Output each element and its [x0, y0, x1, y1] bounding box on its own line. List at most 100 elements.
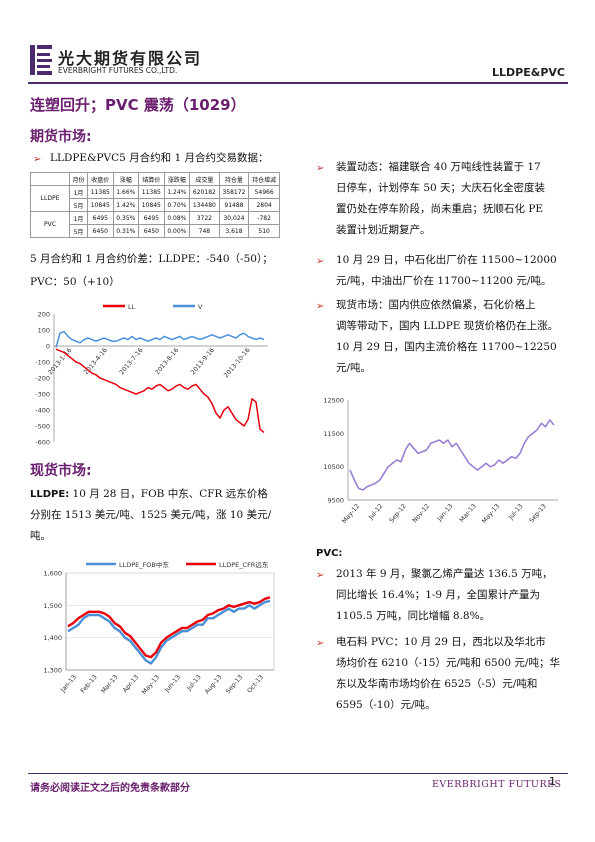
spot-heading: 现货市场: [30, 463, 92, 479]
spot-market-line: 调等带动下，国内 LLDPE 现货价格仍在上涨。 [336, 320, 559, 332]
table-cell: 10845 [138, 198, 165, 212]
table-cell: 1.66% [112, 185, 140, 199]
series-line [55, 348, 265, 433]
table-cell: 620182 [189, 185, 220, 199]
pvc-price-line: 东以及华南市场均价在 6525（-5）元/吨和 [336, 678, 538, 690]
x-tick-label: Apr-13 [122, 674, 141, 694]
table-header: 月份 [68, 172, 89, 186]
product-cell: LLDPE [30, 185, 70, 212]
x-tick-label: May-13 [481, 503, 501, 525]
table-cell: 1月 [68, 185, 89, 199]
table-row: PVC 1月 6495 0.35% 6495 0.08% 3722 30,024… [30, 211, 280, 238]
table-cell: 6450 [138, 224, 165, 238]
bullet-icon: ➢ [316, 301, 325, 312]
y-tick-label: -600 [35, 439, 50, 447]
pvc-output-line: 同比增长 16.4%；1-9 月，全国累计产量为 [336, 589, 540, 601]
table-header: 涨幅 [112, 172, 140, 186]
table-cell: 5月 [68, 198, 89, 212]
spot-market-line: 现货市场：国内供应依然偏紧，石化价格上 [336, 299, 536, 311]
x-tick-label: Aug-13 [204, 674, 224, 696]
table-cell: 30,024 [218, 211, 250, 225]
ex-factory-line: 10 月 29 日，中石化出厂价在 11500~12000 [336, 254, 557, 266]
x-tick-label: Mar-13 [100, 674, 119, 695]
legend-label: LL [128, 303, 136, 311]
x-tick-label: Jul-13 [507, 503, 525, 522]
y-tick-label: 200 [38, 311, 50, 319]
table-cell: 6495 [138, 211, 165, 225]
y-tick-label: 12500 [323, 397, 344, 405]
y-tick-label: -400 [35, 407, 50, 415]
company-name-cn: 光大期货有限公司 [58, 49, 203, 68]
table-cell: 0.00% [163, 224, 191, 238]
table-header: 涨跌幅 [163, 172, 191, 186]
x-tick-label: 2013-7-16 [118, 347, 144, 376]
x-tick-label: Jul-13 [185, 674, 203, 693]
table-cell: 2804 [248, 198, 280, 212]
spot-market-line: 10 月 29 日，国内主流价格在 11700~12250 [336, 341, 557, 353]
spread-line-2: PVC：50（+10） [30, 276, 120, 288]
x-tick-label: Mar-13 [459, 503, 478, 524]
footer-brand: EVERBRIGHT FUTURES [432, 779, 562, 790]
series-line [349, 419, 555, 491]
pvc-price-line: 电石料 PVC：10 月 29 日，西北以及华北市 [336, 636, 546, 648]
table-cell: 0.08% [163, 211, 191, 225]
table-header: 成交量 [189, 172, 220, 186]
spread-chart: 2001000-100-200-300-400-500-6002013-1-16… [35, 303, 268, 447]
bullet-icon: ➢ [33, 154, 42, 165]
y-tick-label: 1,600 [43, 570, 62, 578]
futures-intro: LLDPE&PVC5 月合约和 1 月合约交易数据： [50, 152, 269, 164]
product-label: LLDPE&PVC [492, 66, 565, 79]
pvc-price-line: 场均价在 6210（-15）元/吨和 6500 元/吨；华 [336, 657, 560, 669]
y-tick-label: 100 [38, 327, 50, 335]
ex-factory-line: 元/吨，中油出厂价在 11700~11200 元/吨。 [336, 275, 552, 287]
plant-status-paragraph: 装置动态：福建联合 40 万吨线性装置于 17 日停车，计划停车 50 天；大庆… [336, 157, 576, 241]
x-tick-label: Oct-13 [246, 674, 265, 695]
table-row: LLDPE 1月 11385 1.66% 11385 1.24% 620182 … [30, 185, 280, 212]
table-cell: 0.35% [112, 211, 140, 225]
pvc-price-line: 6595（-10）元/吨。 [336, 699, 436, 711]
header-divider [28, 82, 568, 84]
table-header: 结算价 [138, 172, 165, 186]
x-tick-label: Feb-13 [80, 674, 99, 695]
table-cell: 134480 [189, 198, 220, 212]
y-tick-label: -100 [35, 359, 50, 367]
x-tick-label: 2013-4-16 [83, 347, 109, 376]
plot-frame [65, 572, 275, 671]
company-logo [30, 45, 52, 75]
x-tick-label: 2013-10-16 [223, 347, 252, 380]
spot-paragraph: LLDPE: 10 月 28 日，FOB 中东、CFR 远东价格 分别在 151… [30, 484, 290, 547]
y-tick-label: 0 [46, 343, 50, 351]
table-cell: 91488 [218, 198, 250, 212]
plant-status-line: 装置计划近期复产。 [336, 224, 431, 236]
y-tick-label: -300 [35, 391, 50, 399]
table-header: 收盘价 [87, 172, 114, 186]
y-tick-label: -200 [35, 375, 50, 383]
spot-market-line: 元/吨。 [336, 362, 372, 374]
y-tick-label: 11500 [323, 430, 344, 438]
plant-status-line: 日停车，计划停车 50 天；大庆石化全密度装 [336, 182, 546, 194]
x-tick-label: Sep-13 [528, 503, 548, 524]
y-tick-label: 9500 [327, 497, 344, 505]
y-tick-label: 1,500 [43, 602, 62, 610]
plant-status-line: 置仍处在停车阶段，尚未重启；抚顺石化 PE [336, 203, 544, 215]
x-tick-label: Jan-13 [59, 674, 78, 695]
x-tick-label: Jan-13 [436, 503, 455, 524]
x-tick-label: Nov-12 [411, 503, 431, 525]
table-cell: -782 [248, 211, 280, 225]
trading-table: 月份 收盘价 涨幅 结算价 涨跌幅 成交量 持仓量 持仓增减 LLDPE 1月 … [30, 172, 280, 238]
plant-status-line: 装置动态：福建联合 40 万吨线性装置于 17 [336, 161, 541, 173]
series-line [55, 330, 265, 348]
x-tick-label: May-12 [341, 503, 361, 525]
legend-label: LLDPE_CFR远东 [219, 560, 269, 569]
table-cell: 0.31% [112, 224, 140, 238]
table-cell: 6495 [87, 211, 114, 225]
table-cell: 748 [189, 224, 220, 238]
spot-market-paragraph: 现货市场：国内供应依然偏紧，石化价格上 调等带动下，国内 LLDPE 现货价格仍… [336, 295, 576, 379]
y-tick-label: 1,300 [43, 667, 62, 675]
table-cell: 5月 [68, 224, 89, 238]
footer-divider [28, 773, 568, 774]
table-cell: 54966 [248, 185, 280, 199]
pvc-output-paragraph: 2013 年 9 月，聚氯乙烯产量达 136.5 万吨， 同比增长 16.4%；… [336, 564, 576, 627]
product-cell: PVC [30, 211, 70, 238]
